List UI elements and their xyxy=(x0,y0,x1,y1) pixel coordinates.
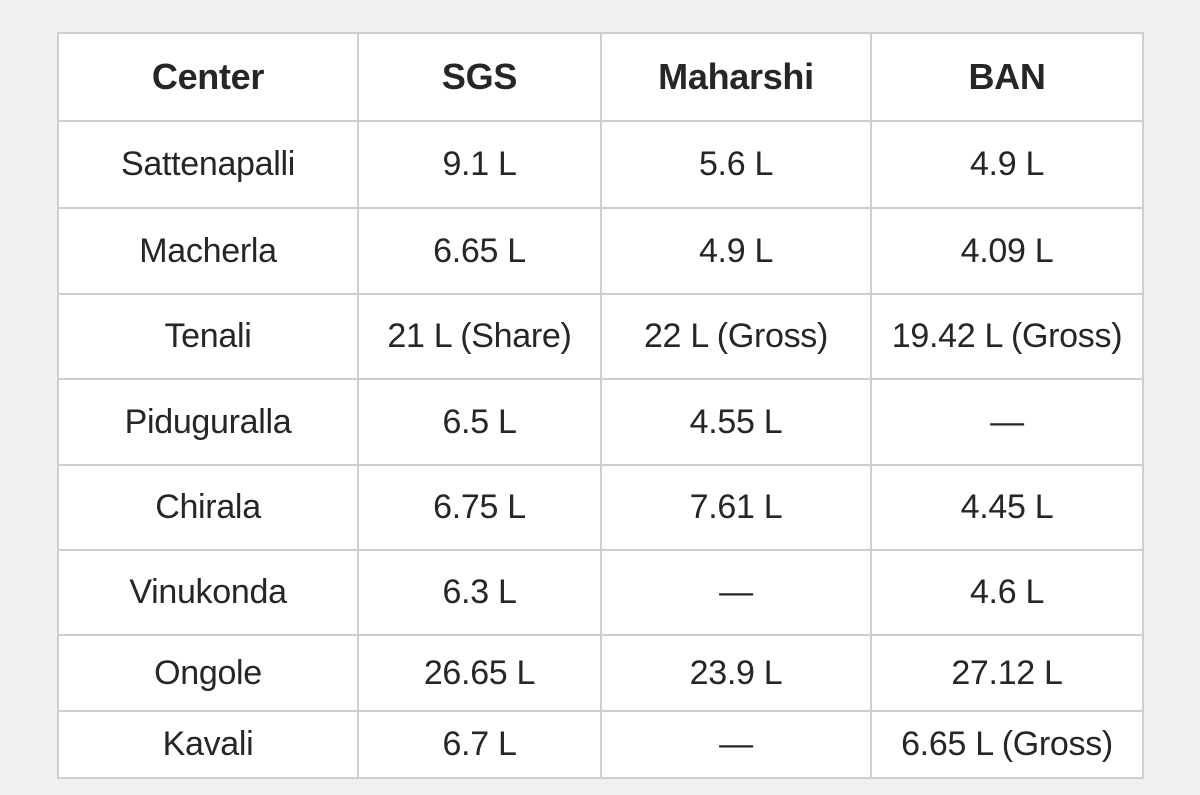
center-cell: Kavali xyxy=(57,710,359,779)
value-cell: 6.3 L xyxy=(357,549,602,636)
value-cell: 4.6 L xyxy=(870,549,1144,636)
value-cell: 22 L (Gross) xyxy=(600,293,872,380)
value-cell: 4.9 L xyxy=(600,207,872,295)
center-cell: Piduguralla xyxy=(57,378,359,466)
value-cell: 6.75 L xyxy=(357,464,602,551)
table-row: Piduguralla 6.5 L 4.55 L — xyxy=(57,378,1144,466)
center-cell: Chirala xyxy=(57,464,359,551)
center-cell: Ongole xyxy=(57,634,359,712)
value-cell: 6.7 L xyxy=(357,710,602,779)
center-cell: Sattenapalli xyxy=(57,120,359,209)
table-row: Sattenapalli 9.1 L 5.6 L 4.9 L xyxy=(57,120,1144,209)
table-row: Tenali 21 L (Share) 22 L (Gross) 19.42 L (G… xyxy=(57,293,1144,380)
table-row: Ongole 26.65 L 23.9 L 27.12 L xyxy=(57,634,1144,712)
center-cell: Vinukonda xyxy=(57,549,359,636)
value-cell: 6.65 L xyxy=(357,207,602,295)
table-row: Macherla 6.65 L 4.9 L 4.09 L xyxy=(57,207,1144,295)
value-cell: — xyxy=(600,549,872,636)
header-cell: Maharshi xyxy=(600,32,872,122)
data-table: Center SGS Maharshi BAN Sattenapalli 9.1 L 5.… xyxy=(57,32,1144,779)
header-row: Center SGS Maharshi BAN xyxy=(57,32,1144,122)
value-cell: — xyxy=(600,710,872,779)
value-cell: 21 L (Share) xyxy=(357,293,602,380)
value-cell: 19.42 L (Gross) xyxy=(870,293,1144,380)
value-cell: 6.5 L xyxy=(357,378,602,466)
value-cell: 4.45 L xyxy=(870,464,1144,551)
value-cell: 6.65 L (Gross) xyxy=(870,710,1144,779)
header-cell: SGS xyxy=(357,32,602,122)
table-row: Kavali 6.7 L —6.65 L (Gross) xyxy=(57,710,1144,779)
header-cell: Center xyxy=(57,32,359,122)
value-cell: 9.1 L xyxy=(357,120,602,209)
value-cell: 4.55 L xyxy=(600,378,872,466)
value-cell: 4.9 L xyxy=(870,120,1144,209)
value-cell: 26.65 L xyxy=(357,634,602,712)
value-cell: — xyxy=(870,378,1144,466)
value-cell: 27.12 L xyxy=(870,634,1144,712)
header-cell: BAN xyxy=(870,32,1144,122)
value-cell: 5.6 L xyxy=(600,120,872,209)
value-cell: 4.09 L xyxy=(870,207,1144,295)
value-cell: 23.9 L xyxy=(600,634,872,712)
center-cell: Tenali xyxy=(57,293,359,380)
table-row: Chirala 6.75 L 7.61 L 4.45 L xyxy=(57,464,1144,551)
table-row: Vinukonda 6.3 L —4.6 L xyxy=(57,549,1144,636)
value-cell: 7.61 L xyxy=(600,464,872,551)
center-cell: Macherla xyxy=(57,207,359,295)
